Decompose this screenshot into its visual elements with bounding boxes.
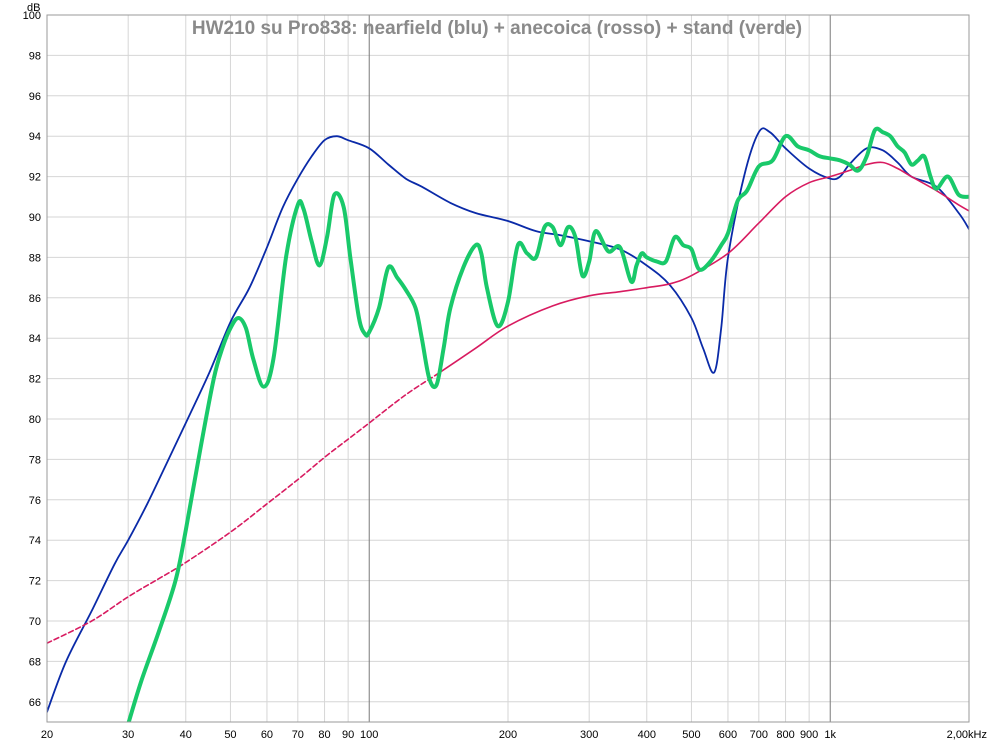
- x-tick-labels: 20 30 40 50 60 70 80 90 100 200 300 400 500 600 700 800…: [41, 729, 987, 741]
- series-layer: [47, 126, 969, 722]
- y-tick-label: 74: [29, 535, 41, 547]
- series-line-anecoica-dashed: [47, 373, 438, 644]
- grid: [46, 14, 970, 722]
- x-tick-label: 800: [776, 729, 794, 741]
- y-tick-label: 70: [29, 616, 41, 628]
- y-tick-label: 78: [29, 454, 41, 466]
- x-tick-label: 600: [719, 729, 737, 741]
- x-tick-label: 200: [499, 729, 517, 741]
- x-tick-label: 400: [638, 729, 656, 741]
- y-tick-label: 96: [29, 91, 41, 103]
- y-tick-label: 94: [29, 131, 41, 143]
- x-tick-label: 300: [580, 729, 598, 741]
- y-tick-label: 98: [29, 50, 41, 62]
- y-axis-label: dB: [27, 2, 40, 14]
- y-tick-label: 68: [29, 656, 41, 668]
- y-tick-label: 66: [29, 697, 41, 709]
- series-line-nearfield: [47, 127, 969, 713]
- series-line-stand: [126, 126, 969, 722]
- plot-frame: [46, 14, 970, 723]
- x-tick-label: 30: [122, 729, 134, 741]
- x-tick-label: 700: [750, 729, 768, 741]
- x-tick-label: 900: [800, 729, 818, 741]
- x-tick-label: 20: [41, 729, 53, 741]
- x-tick-label: 50: [224, 729, 236, 741]
- y-tick-label: 100: [23, 10, 41, 22]
- x-tick-label: 100: [360, 729, 378, 741]
- y-tick-label: 90: [29, 212, 41, 224]
- x-tick-label: 80: [318, 729, 330, 741]
- x-tick-label: 2,00kHz: [947, 729, 987, 741]
- x-tick-label: 500: [682, 729, 700, 741]
- y-tick-label: 82: [29, 374, 41, 386]
- x-tick-label: 90: [342, 729, 354, 741]
- y-tick-label: 88: [29, 252, 41, 264]
- y-tick-label: 84: [29, 333, 41, 345]
- y-tick-label: 86: [29, 293, 41, 305]
- x-tick-label: 1k: [824, 729, 836, 741]
- series-line-anecoica: [435, 161, 969, 376]
- y-tick-label: 92: [29, 172, 41, 184]
- y-tick-label: 80: [29, 414, 41, 426]
- y-tick-labels: 66 68 70 72 74 76 78 80 82 84 86 88 90 92 94 96 98 100: [23, 10, 41, 709]
- x-tick-label: 60: [261, 729, 273, 741]
- x-tick-label: 70: [292, 729, 304, 741]
- chart-title: HW210 su Pro838: nearfield (blu) + aneco…: [192, 18, 802, 39]
- x-tick-label: 40: [180, 729, 192, 741]
- y-tick-label: 76: [29, 495, 41, 507]
- y-tick-label: 72: [29, 576, 41, 588]
